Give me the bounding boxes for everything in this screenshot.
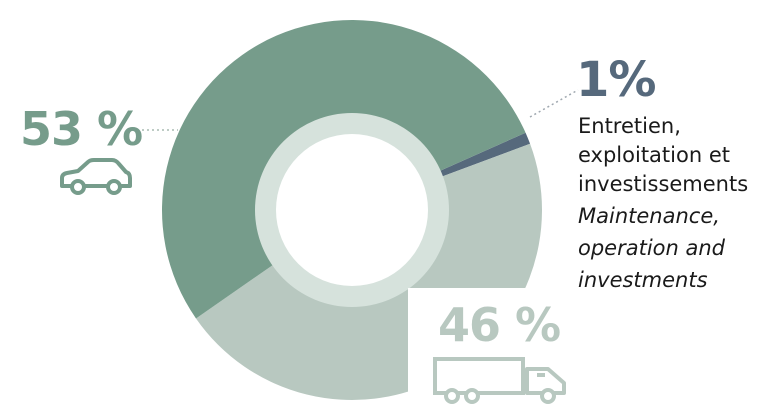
car-share-label: 53 % (20, 106, 142, 152)
car-icon (58, 156, 134, 196)
maintenance-desc-fr-line1: Entretien, (578, 116, 681, 137)
leader-line-maintenance (530, 90, 578, 117)
maintenance-desc-en-line3: investments (578, 270, 708, 291)
truck-icon (432, 356, 574, 404)
maintenance-desc-en-line2: operation and (578, 238, 725, 259)
maintenance-desc-fr-line2: exploitation et (578, 145, 730, 166)
maintenance-desc-en-line1: Maintenance, (578, 206, 720, 227)
maintenance-share-label: 1% (576, 56, 656, 104)
truck-share-label: 46 % (438, 302, 560, 348)
maintenance-desc-fr-line3: investissements (578, 174, 748, 195)
donut-center (276, 134, 428, 286)
